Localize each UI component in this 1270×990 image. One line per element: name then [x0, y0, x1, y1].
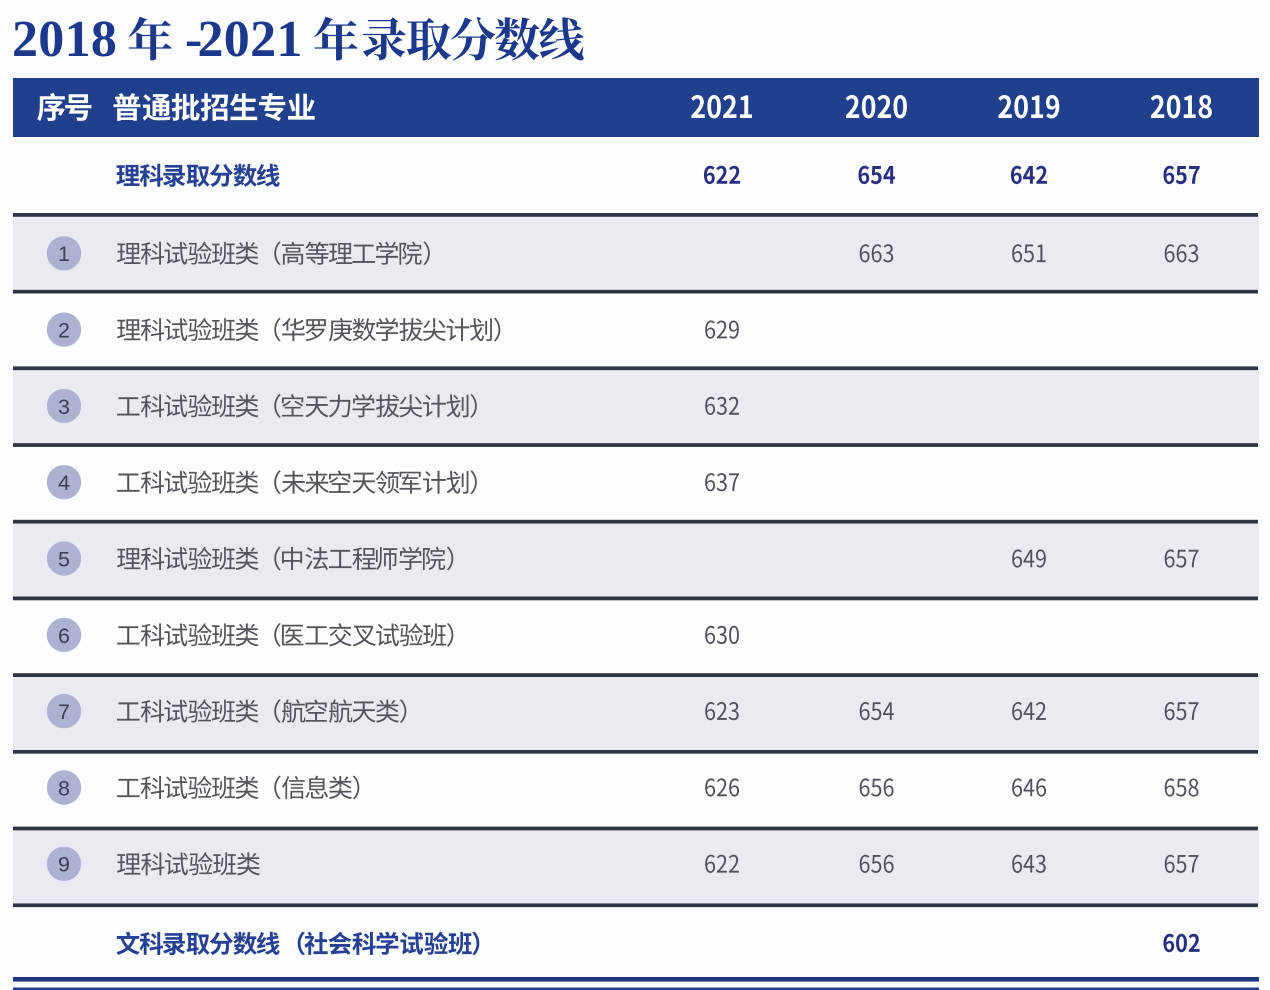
svg-text:8: 8	[58, 776, 70, 800]
svg-text:9: 9	[58, 853, 70, 877]
svg-text:-: -	[185, 11, 202, 68]
svg-text:7: 7	[58, 700, 70, 724]
svg-text:2021: 2021	[198, 11, 303, 68]
svg-text:2018: 2018	[12, 11, 117, 68]
svg-text:2: 2	[58, 319, 70, 343]
svg-text:5: 5	[58, 547, 70, 571]
svg-text:3: 3	[58, 395, 70, 419]
svg-text:4: 4	[58, 471, 70, 495]
svg-text:1: 1	[58, 242, 70, 266]
svg-text:6: 6	[58, 624, 70, 648]
